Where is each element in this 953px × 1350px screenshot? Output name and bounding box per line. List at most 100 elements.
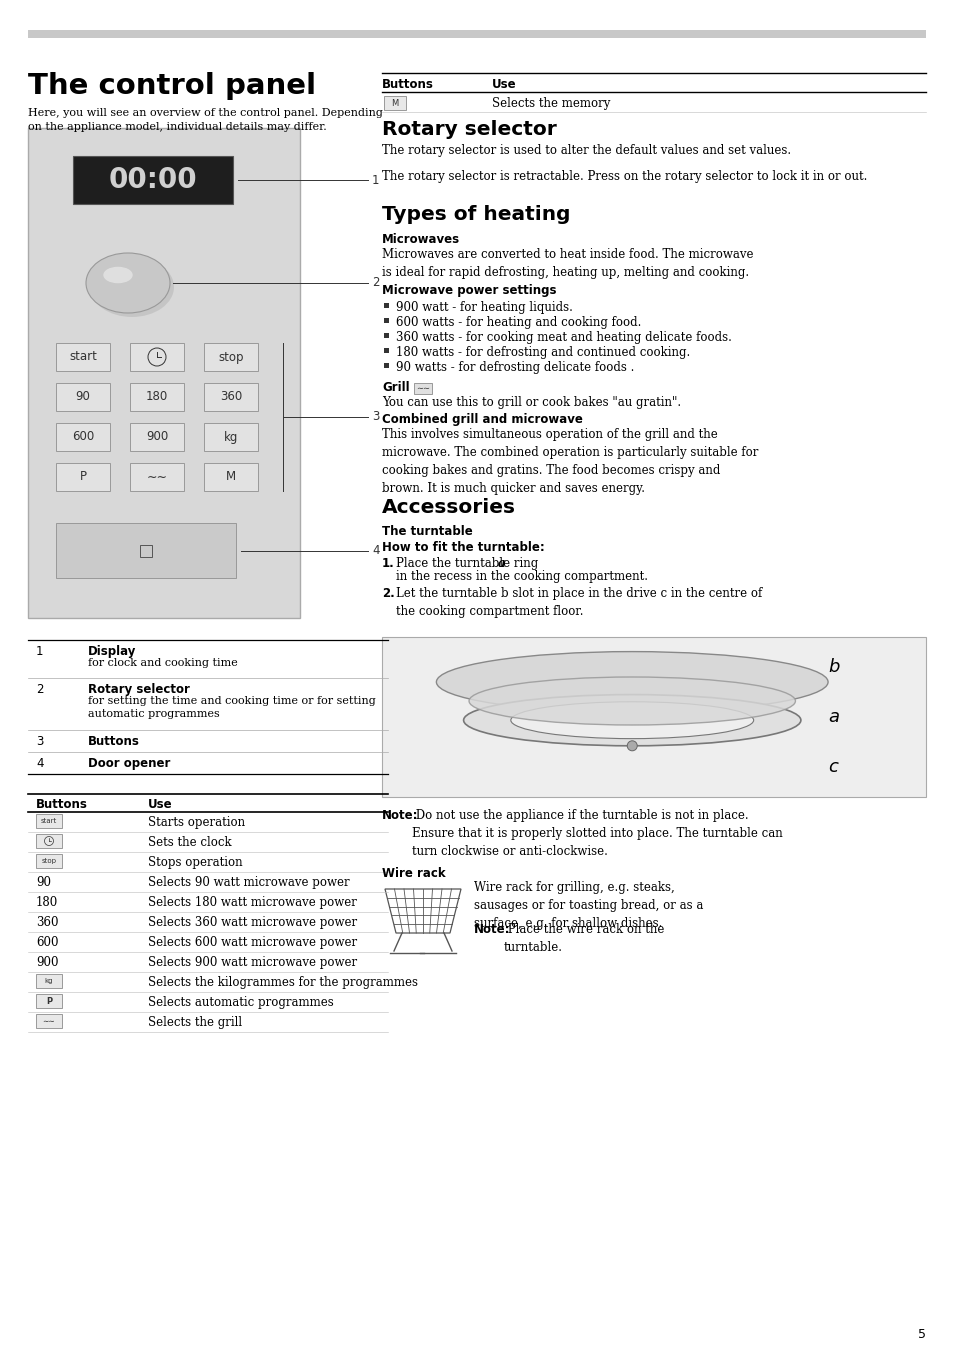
Text: Selects 600 watt microwave power: Selects 600 watt microwave power [148, 936, 356, 949]
Text: 900: 900 [36, 956, 58, 969]
Text: 2: 2 [372, 277, 379, 289]
Text: 2.: 2. [381, 587, 395, 599]
Text: Place the wire rack on the
turntable.: Place the wire rack on the turntable. [503, 923, 663, 954]
Bar [384, 333, 389, 338]
Bar [381, 637, 925, 796]
Text: kg: kg [45, 977, 53, 984]
Bar [130, 423, 184, 451]
Text: stop: stop [42, 859, 56, 864]
Text: 4: 4 [372, 544, 379, 558]
Text: 360: 360 [219, 390, 242, 404]
Bar [36, 994, 62, 1008]
Text: start: start [69, 351, 97, 363]
Text: Place the turntable ring: Place the turntable ring [395, 558, 541, 570]
Bar [384, 96, 406, 109]
Text: Microwaves: Microwaves [381, 234, 459, 246]
Bar [36, 834, 62, 848]
Ellipse shape [436, 652, 827, 713]
Text: kg: kg [224, 431, 238, 444]
Text: ∼∼: ∼∼ [43, 1017, 55, 1026]
Text: 600: 600 [36, 936, 58, 949]
Bar [204, 343, 257, 371]
Text: for setting the time and cooking time or for setting
automatic programmes: for setting the time and cooking time or… [88, 697, 375, 720]
Ellipse shape [510, 702, 753, 738]
Text: 600: 600 [71, 431, 94, 444]
Text: Wire rack: Wire rack [381, 867, 445, 880]
Text: for clock and cooking time: for clock and cooking time [88, 657, 237, 668]
Text: Selects the grill: Selects the grill [148, 1017, 242, 1029]
Bar [130, 343, 184, 371]
Text: Selects the kilogrammes for the programmes: Selects the kilogrammes for the programm… [148, 976, 417, 990]
Text: Rotary selector: Rotary selector [88, 683, 190, 697]
Bar [36, 814, 62, 828]
Text: M: M [226, 471, 235, 483]
Bar [36, 973, 62, 988]
Bar [56, 522, 235, 578]
Text: Do not use the appliance if the turntable is not in place.
Ensure that it is pro: Do not use the appliance if the turntabl… [412, 809, 781, 859]
Text: c: c [827, 757, 837, 776]
Ellipse shape [90, 256, 173, 317]
Text: Selects 90 watt microwave power: Selects 90 watt microwave power [148, 876, 349, 890]
Text: How to fit the turntable:: How to fit the turntable: [381, 541, 544, 554]
Text: 1: 1 [372, 174, 379, 186]
Text: Microwave power settings: Microwave power settings [381, 284, 556, 297]
Bar [56, 343, 110, 371]
Text: b: b [827, 657, 839, 676]
Text: Wire rack for grilling, e.g. steaks,
sausages or for toasting bread, or as a
sur: Wire rack for grilling, e.g. steaks, sau… [474, 882, 702, 930]
Bar [384, 363, 389, 369]
Text: Rotary selector: Rotary selector [381, 120, 557, 139]
Text: Starts operation: Starts operation [148, 815, 245, 829]
Text: start: start [41, 818, 57, 824]
Text: Microwaves are converted to heat inside food. The microwave
is ideal for rapid d: Microwaves are converted to heat inside … [381, 248, 753, 279]
Text: You can use this to grill or cook bakes "au gratin".: You can use this to grill or cook bakes … [381, 396, 680, 409]
Text: Door opener: Door opener [88, 757, 171, 769]
Text: 4: 4 [36, 757, 44, 769]
Text: 900: 900 [146, 431, 168, 444]
Text: 1.: 1. [381, 558, 395, 570]
Bar [204, 383, 257, 410]
Text: Buttons: Buttons [88, 734, 140, 748]
Text: a: a [827, 707, 839, 726]
Text: P: P [46, 996, 52, 1006]
Text: Display: Display [88, 645, 136, 657]
Text: Let the turntable b slot in place in the drive c in the centre of
the cooking co: Let the turntable b slot in place in the… [395, 587, 761, 618]
Ellipse shape [469, 676, 795, 725]
Text: This involves simultaneous operation of the grill and the
microwave. The combine: This involves simultaneous operation of … [381, 428, 758, 495]
Bar [130, 463, 184, 491]
Text: P: P [79, 471, 87, 483]
Text: 1: 1 [36, 645, 44, 657]
Bar [130, 383, 184, 410]
Bar [204, 463, 257, 491]
Text: Accessories: Accessories [381, 498, 516, 517]
Text: Selects 360 watt microwave power: Selects 360 watt microwave power [148, 917, 356, 929]
Bar [56, 423, 110, 451]
Bar [384, 348, 389, 352]
Text: M: M [391, 99, 398, 108]
Bar [73, 157, 233, 204]
Text: Here, you will see an overview of the control panel. Depending
on the appliance : Here, you will see an overview of the co… [28, 108, 382, 132]
Text: stop: stop [218, 351, 244, 363]
Text: Combined grill and microwave: Combined grill and microwave [381, 413, 582, 427]
Text: Note:: Note: [381, 809, 418, 822]
Bar [28, 128, 299, 618]
Text: Selects the memory: Selects the memory [492, 97, 610, 109]
Text: Use: Use [492, 78, 517, 90]
Circle shape [626, 741, 637, 751]
Text: 180: 180 [146, 390, 168, 404]
Bar [384, 302, 389, 308]
Text: 900 watt - for heating liquids.: 900 watt - for heating liquids. [395, 301, 572, 315]
Text: 180: 180 [36, 896, 58, 909]
Text: The rotary selector is retractable. Press on the rotary selector to lock it in o: The rotary selector is retractable. Pres… [381, 170, 866, 184]
Text: 3: 3 [36, 734, 43, 748]
Bar [204, 423, 257, 451]
Text: The control panel: The control panel [28, 72, 315, 100]
Ellipse shape [103, 267, 132, 284]
Text: 5: 5 [917, 1328, 925, 1341]
Text: 180 watts - for defrosting and continued cooking.: 180 watts - for defrosting and continued… [395, 346, 690, 359]
Text: a: a [497, 558, 505, 570]
Bar [28, 30, 925, 38]
Bar [36, 855, 62, 868]
Ellipse shape [86, 252, 170, 313]
Text: 600 watts - for heating and cooking food.: 600 watts - for heating and cooking food… [395, 316, 640, 329]
Text: Buttons: Buttons [381, 78, 434, 90]
